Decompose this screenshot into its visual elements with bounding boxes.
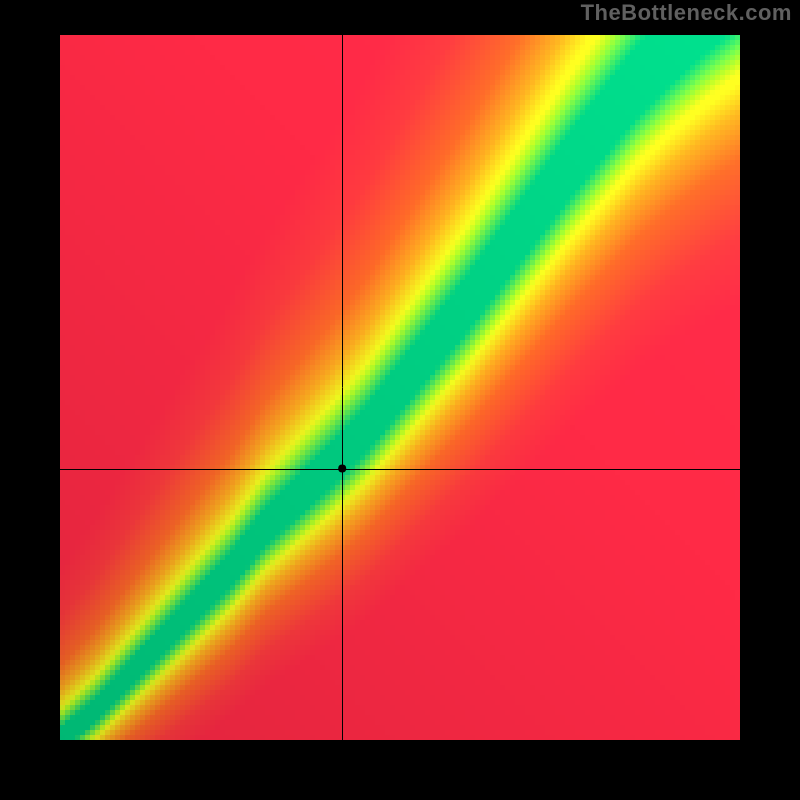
attribution-text: TheBottleneck.com: [581, 0, 792, 26]
plot-area: [60, 35, 740, 740]
crosshair-overlay: [60, 35, 740, 740]
chart-frame: TheBottleneck.com: [0, 0, 800, 800]
